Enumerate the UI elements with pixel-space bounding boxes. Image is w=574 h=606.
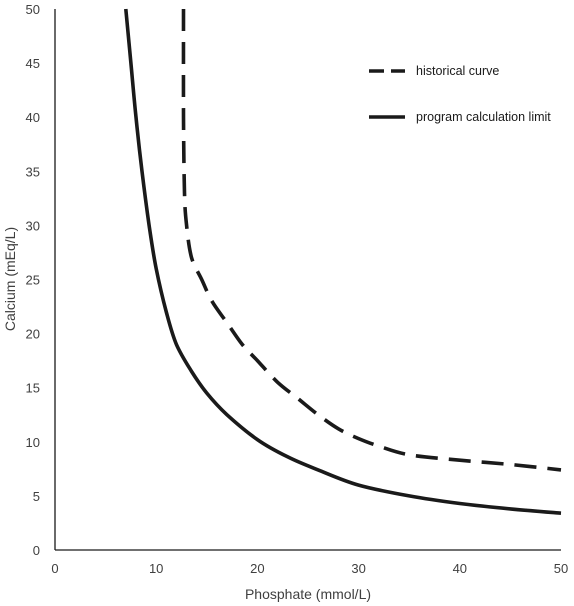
- series-line-program-calculation-limit: [124, 8, 562, 515]
- y-tick-label: 10: [26, 435, 40, 450]
- y-axis-label: Calcium (mEq/L): [2, 227, 18, 331]
- y-tick-label: 5: [33, 489, 40, 504]
- x-tick-label: 0: [51, 561, 58, 576]
- y-tick-label: 45: [26, 56, 40, 71]
- axes: [54, 9, 561, 551]
- y-tick-label: 30: [26, 218, 40, 233]
- x-tick-label: 30: [351, 561, 365, 576]
- y-tick-label: 40: [26, 110, 40, 125]
- legend-label: program calculation limit: [416, 110, 551, 124]
- y-tick-label: 50: [26, 2, 40, 17]
- series-line-historical-curve: [181, 8, 562, 472]
- y-tick-label: 15: [26, 381, 40, 396]
- x-tick-label: 10: [149, 561, 163, 576]
- series-lines: [124, 8, 562, 515]
- y-tick-label: 20: [26, 327, 40, 342]
- y-tick-label: 25: [26, 273, 40, 288]
- legend: historical curve program calculation limi…: [369, 64, 551, 124]
- x-tick-label: 50: [554, 561, 568, 576]
- x-tick-label: 20: [250, 561, 264, 576]
- legend-label: historical curve: [416, 64, 499, 78]
- tick-labels: 0 10 20 30 40 50 0 5 10 15 20 25 30 35 40 45 50: [26, 2, 569, 576]
- y-tick-label: 35: [26, 164, 40, 179]
- y-tick-label: 0: [33, 543, 40, 558]
- x-axis-label: Phosphate (mmol/L): [245, 586, 371, 602]
- x-tick-label: 40: [453, 561, 467, 576]
